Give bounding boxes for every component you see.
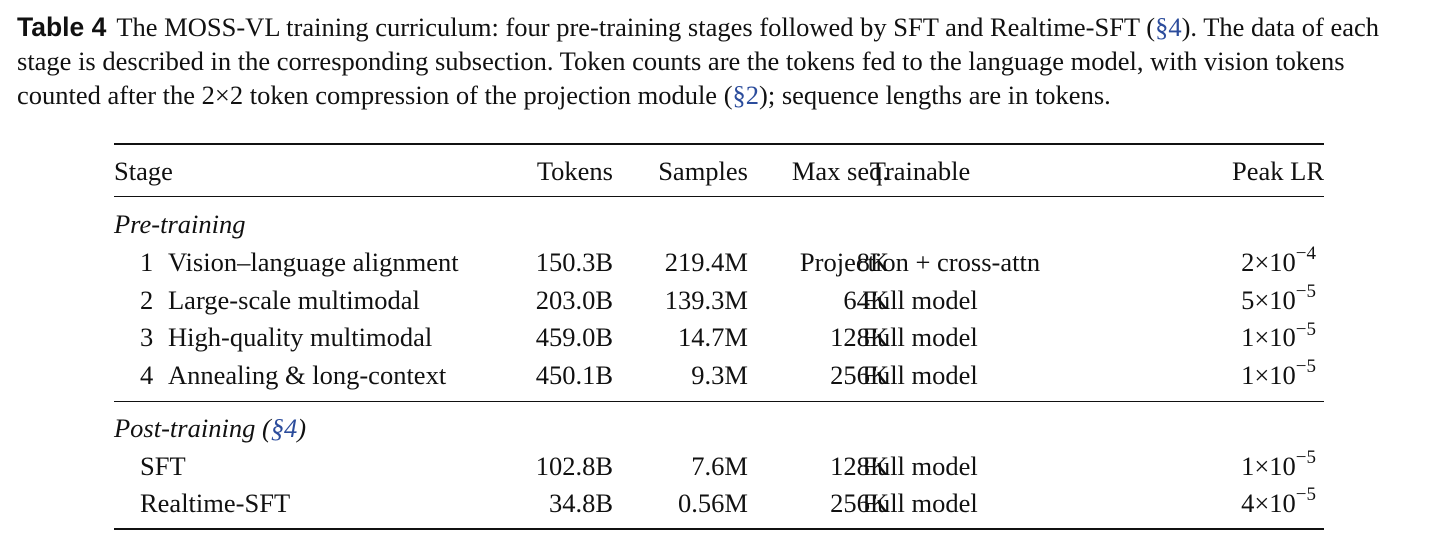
samples-cell: 219.4M <box>664 247 748 277</box>
stage-name: Large-scale multimodal <box>168 284 420 315</box>
tokens-cell: 203.0B <box>535 284 613 315</box>
trainable-cell: Full model <box>862 360 978 391</box>
lr-exponent: −5 <box>1295 356 1316 378</box>
table-caption: Table 4 The MOSS-VL training curriculum: … <box>17 10 1432 112</box>
stage-name: SFT <box>140 451 186 481</box>
samples-cell: 9.3M <box>691 360 748 391</box>
table-row: SFT 102.8B 7.6M 128K Full model 1×10−5 <box>114 448 1324 484</box>
lr-exponent: −5 <box>1295 447 1316 469</box>
section-2-link[interactable]: §2 <box>732 80 760 110</box>
header-samples: Samples <box>658 156 748 186</box>
header-max-seq: Max seq. <box>791 156 889 186</box>
section-title-text: ) <box>297 413 307 443</box>
stage-name: Vision–language alignment <box>168 247 459 277</box>
section-title-pretraining: Pre-training <box>114 206 1324 242</box>
section-title-text: Post-training ( <box>114 413 271 443</box>
section-4-link[interactable]: §4 <box>270 413 298 443</box>
table-row: 4 Annealing & long-context 450.1B 9.3M 256K F… <box>114 357 1324 393</box>
peak-lr-cell: 1×10−5 <box>1241 448 1316 484</box>
table-header: Stage Tokens Samples Max seq. Trainable … <box>114 153 1324 189</box>
stage-cell: 1 Vision–language alignment <box>114 244 459 280</box>
peak-lr-cell: 4×10−5 <box>1241 485 1316 521</box>
samples-cell: 7.6M <box>691 451 748 481</box>
bottom-rule <box>114 528 1324 530</box>
lr-exponent: −5 <box>1295 318 1316 340</box>
lr-mantissa: 2×10 <box>1241 247 1296 277</box>
stage-cell: 3 High-quality multimodal <box>114 319 432 355</box>
peak-lr-cell: 2×10−4 <box>1241 244 1316 280</box>
table-row: 3 High-quality multimodal 459.0B 14.7M 128K F… <box>114 319 1324 355</box>
section-4-link[interactable]: §4 <box>1155 12 1182 42</box>
header-tokens: Tokens <box>536 156 613 186</box>
caption-text: ); sequence lengths are in tokens. <box>759 80 1111 110</box>
tokens-cell: 150.3B <box>535 247 613 277</box>
section-rule <box>114 401 1324 402</box>
tokens-cell: 450.1B <box>535 360 613 391</box>
tokens-cell: 102.8B <box>535 451 613 481</box>
samples-cell: 14.7M <box>678 322 748 353</box>
table-row: 2 Large-scale multimodal 203.0B 139.3M 64K Fu… <box>114 282 1324 318</box>
trainable-cell: Full model <box>862 451 978 481</box>
lr-mantissa: 1×10 <box>1241 322 1296 353</box>
stage-cell: SFT <box>114 448 186 484</box>
stage-number: 2 <box>140 284 154 315</box>
lr-mantissa: 1×10 <box>1241 451 1296 481</box>
tokens-cell: 459.0B <box>535 322 613 353</box>
caption-text: ). The data of each stage is described i… <box>17 12 1380 110</box>
samples-cell: 0.56M <box>678 487 748 518</box>
trainable-cell: Full model <box>862 322 978 353</box>
peak-lr-cell: 1×10−5 <box>1241 319 1316 355</box>
top-rule <box>114 143 1324 145</box>
max-seq-cell: 256K <box>830 487 889 518</box>
stage-cell: Realtime-SFT <box>114 485 290 521</box>
stage-cell: 2 Large-scale multimodal <box>114 282 420 318</box>
stage-number: 3 <box>140 322 154 353</box>
max-seq-cell: 128K <box>830 451 889 481</box>
lr-mantissa: 5×10 <box>1241 284 1296 315</box>
header-rule <box>114 196 1324 197</box>
max-seq-cell: 8K <box>856 247 889 277</box>
stage-name: High-quality multimodal <box>168 322 433 353</box>
stage-cell: 4 Annealing & long-context <box>114 357 446 393</box>
trainable-cell: Full model <box>862 284 978 315</box>
section-title-posttraining: Post-training (§4) <box>114 410 1324 446</box>
stage-number: 4 <box>140 360 154 391</box>
caption-text: The MOSS-VL training curriculum: four pr… <box>116 12 1156 42</box>
max-seq-cell: 64K <box>843 284 889 315</box>
section-title-text: Pre-training <box>114 209 246 239</box>
stage-number: 1 <box>140 247 154 277</box>
stage-name: Annealing & long-context <box>168 360 447 391</box>
lr-exponent: −5 <box>1295 483 1316 505</box>
table-row: Realtime-SFT 34.8B 0.56M 256K Full model 4×10… <box>114 485 1324 521</box>
max-seq-cell: 128K <box>830 322 889 353</box>
peak-lr-cell: 1×10−5 <box>1241 357 1316 393</box>
caption-label: Table 4 <box>17 12 107 42</box>
lr-exponent: −5 <box>1295 280 1316 302</box>
lr-exponent: −4 <box>1295 243 1316 265</box>
header-trainable: Trainable <box>869 156 971 186</box>
header-peak-lr: Peak LR <box>1232 156 1324 186</box>
trainable-cell: Full model <box>862 487 978 518</box>
lr-mantissa: 1×10 <box>1241 360 1296 391</box>
tokens-cell: 34.8B <box>548 487 613 518</box>
header-stage: Stage <box>114 156 173 186</box>
stage-name: Realtime-SFT <box>140 487 291 518</box>
trainable-cell: Projection + cross-attn <box>799 247 1041 277</box>
table-row: 1 Vision–language alignment 150.3B 219.4M 8K… <box>114 244 1324 280</box>
lr-mantissa: 4×10 <box>1241 487 1296 518</box>
peak-lr-cell: 5×10−5 <box>1241 282 1316 318</box>
samples-cell: 139.3M <box>664 284 748 315</box>
max-seq-cell: 256K <box>830 360 889 391</box>
